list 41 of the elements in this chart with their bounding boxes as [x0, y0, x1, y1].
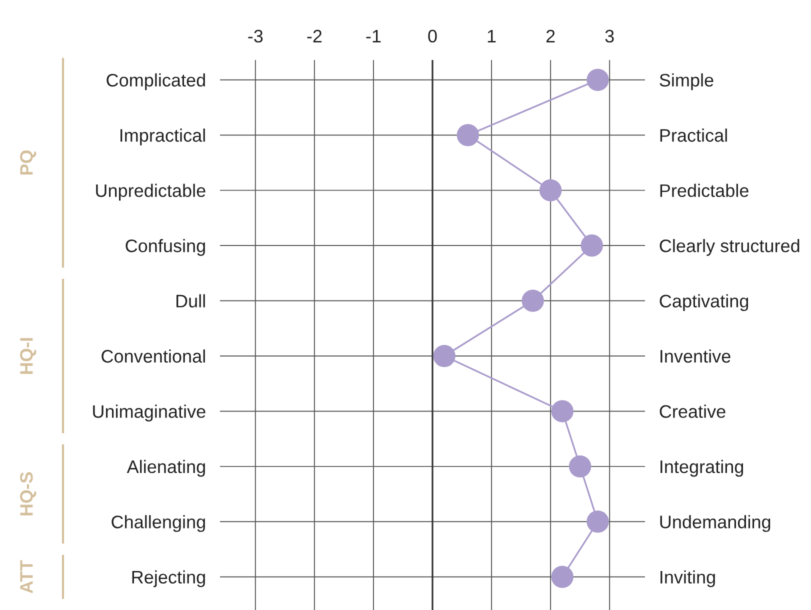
- x-tick-label: 2: [546, 30, 555, 42]
- point: [580, 234, 603, 257]
- point: [568, 455, 592, 478]
- y2-tick-label: Inventive: [660, 349, 730, 363]
- x-tick-label: 0: [428, 30, 437, 43]
- y2-tick-label: Captivating: [660, 294, 748, 312]
- point: [522, 290, 544, 312]
- y-tick-label: Unpredictable: [96, 184, 206, 201]
- x-tick-label: 3: [605, 30, 614, 43]
- y-tick-label: Confusing: [126, 239, 205, 256]
- y2-tick-label: Practical: [660, 128, 727, 142]
- x-tick-label: 1: [488, 30, 496, 42]
- y2-tick-label: Creative: [660, 404, 726, 418]
- x-tick-label: -1: [366, 30, 381, 42]
- text: PQ: [20, 150, 36, 175]
- point: [551, 400, 574, 422]
- y-tick-label: Unimaginative: [93, 404, 206, 422]
- point: [586, 510, 609, 533]
- y-tick-label: Impractical: [120, 128, 205, 146]
- y2-tick-label: Integrating: [660, 460, 744, 477]
- text: HQ-I: [20, 338, 36, 374]
- point: [586, 68, 609, 91]
- y-tick-label: Dull: [176, 294, 205, 308]
- x-tick-label: -3: [248, 30, 263, 43]
- point: [539, 179, 562, 202]
- y2-tick-label: Inviting: [660, 570, 715, 588]
- y2-tick-label: Simple: [660, 73, 714, 90]
- y-tick-label: Conventional: [102, 349, 205, 363]
- y2-tick-label: Predictable: [660, 184, 748, 198]
- y-tick-label: Complicated: [106, 73, 205, 90]
- y-tick-label: Alienating: [126, 460, 205, 477]
- point: [433, 344, 456, 368]
- y-tick-label: Rejecting: [132, 570, 205, 588]
- y-tick-label: Challenging: [112, 515, 205, 532]
- y2-tick-label: Clearly structured: [660, 239, 800, 256]
- point: [551, 566, 574, 588]
- text: ATT: [20, 560, 33, 594]
- point: [456, 124, 480, 146]
- x-tick-label: -2: [307, 30, 322, 42]
- y2-tick-label: Undemanding: [660, 515, 770, 532]
- text: HQ-S: [20, 472, 36, 516]
